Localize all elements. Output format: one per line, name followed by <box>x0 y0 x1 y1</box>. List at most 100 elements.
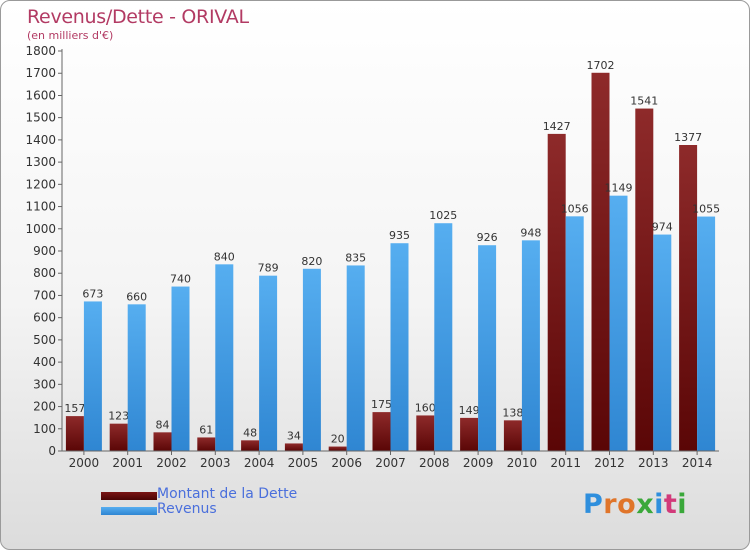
data-label: 1025 <box>429 209 457 222</box>
y-tick-label: 1700 <box>25 66 56 80</box>
bar-revenus <box>302 268 321 451</box>
bar-dette <box>284 443 303 451</box>
data-label: 948 <box>520 226 541 239</box>
x-tick-label: 2000 <box>69 456 100 470</box>
x-tick-label: 2014 <box>682 456 713 470</box>
bar-dette <box>416 415 435 451</box>
legend-swatch-revenus <box>101 507 157 515</box>
data-label: 149 <box>459 404 480 417</box>
bar-dette <box>372 412 391 451</box>
bar-revenus <box>478 245 497 451</box>
y-tick-label: 1600 <box>25 88 56 102</box>
x-tick-label: 2008 <box>419 456 450 470</box>
y-tick-label: 1300 <box>25 155 56 169</box>
bar-revenus <box>565 216 584 451</box>
logo-letter: o <box>617 489 637 520</box>
bar-revenus <box>390 243 409 451</box>
data-label: 157 <box>64 402 85 415</box>
bar-dette <box>635 108 654 452</box>
y-tick-label: 700 <box>33 288 56 302</box>
legend-label-revenus: Revenus <box>157 501 217 517</box>
y-tick-label: 1100 <box>25 200 56 214</box>
bar-revenus <box>259 275 278 451</box>
x-tick-label: 2013 <box>638 456 669 470</box>
bar-revenus <box>83 301 102 451</box>
data-label: 660 <box>126 290 147 303</box>
data-label: 1149 <box>605 182 633 195</box>
y-tick-label: 300 <box>33 377 56 391</box>
legend-label-dette: Montant de la Dette <box>157 486 298 502</box>
bar-revenus <box>215 264 234 451</box>
x-tick-label: 2007 <box>375 456 406 470</box>
data-label: 935 <box>389 229 410 242</box>
logo-letter: i <box>654 489 664 520</box>
y-tick-label: 1400 <box>25 133 56 147</box>
bar-dette <box>197 437 216 451</box>
data-label: 835 <box>345 251 366 264</box>
y-tick-label: 800 <box>33 266 56 280</box>
data-label: 1541 <box>630 95 658 108</box>
x-tick-label: 2010 <box>507 456 538 470</box>
data-label: 1377 <box>674 131 702 144</box>
bar-dette <box>503 420 522 451</box>
legend-swatch-dette <box>101 492 157 500</box>
data-label: 840 <box>214 250 235 263</box>
bar-dette <box>109 423 128 451</box>
data-label: 123 <box>108 410 129 423</box>
data-label: 34 <box>287 429 301 442</box>
y-tick-label: 1500 <box>25 111 56 125</box>
bar-revenus <box>609 195 628 451</box>
logo-letter: t <box>663 489 678 520</box>
data-label: 1702 <box>587 59 615 72</box>
bar-dette <box>591 72 610 452</box>
data-label: 160 <box>415 401 436 414</box>
bar-dette <box>328 446 347 451</box>
bar-revenus <box>521 240 540 451</box>
bar-revenus <box>127 304 146 451</box>
x-tick-label: 2011 <box>550 456 581 470</box>
data-label: 20 <box>331 433 345 446</box>
x-tick-label: 2005 <box>288 456 319 470</box>
bar-revenus <box>697 216 716 451</box>
y-tick-label: 900 <box>33 244 56 258</box>
y-tick-label: 0 <box>48 444 56 458</box>
data-label: 1427 <box>543 120 571 133</box>
logo-letter: i <box>677 489 688 520</box>
bar-dette <box>65 416 84 451</box>
data-label: 61 <box>199 423 213 436</box>
x-tick-label: 2012 <box>594 456 625 470</box>
bar-dette <box>679 145 698 451</box>
y-tick-label: 500 <box>33 333 56 347</box>
data-label: 138 <box>502 406 523 419</box>
x-tick-label: 2001 <box>112 456 143 470</box>
data-label: 175 <box>371 398 392 411</box>
chart-subtitle: (en milliers d'€) <box>27 29 114 42</box>
bar-revenus <box>434 223 453 451</box>
x-tick-label: 2003 <box>200 456 231 470</box>
bar-dette <box>460 417 479 451</box>
bar-dette <box>241 440 260 451</box>
x-tick-label: 2004 <box>244 456 275 470</box>
y-tick-label: 400 <box>33 355 56 369</box>
bar-revenus <box>171 286 190 451</box>
data-label: 48 <box>243 426 257 439</box>
data-label: 974 <box>652 221 673 234</box>
logo-letter: x <box>636 489 655 520</box>
proxiti-logo: Proxiti <box>583 489 687 520</box>
data-label: 740 <box>170 273 191 286</box>
logo-letter: P <box>583 489 604 520</box>
data-label: 1056 <box>561 202 589 215</box>
y-tick-label: 1800 <box>25 44 56 58</box>
y-tick-label: 1200 <box>25 177 56 191</box>
y-tick-label: 100 <box>33 422 56 436</box>
bar-dette <box>153 432 172 451</box>
bar-revenus <box>346 265 365 451</box>
data-label: 789 <box>258 262 279 275</box>
x-tick-label: 2006 <box>331 456 362 470</box>
data-label: 673 <box>82 287 103 300</box>
y-tick-label: 1000 <box>25 222 56 236</box>
x-tick-label: 2009 <box>463 456 494 470</box>
y-tick-label: 600 <box>33 311 56 325</box>
